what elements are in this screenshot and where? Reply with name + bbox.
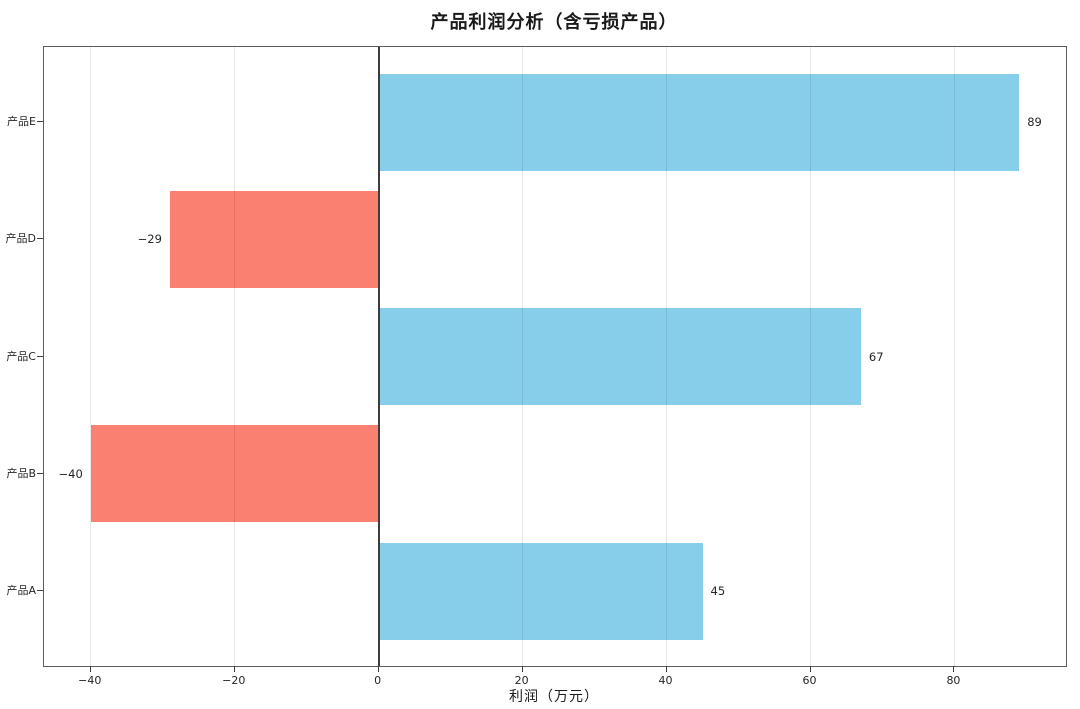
value-label-产品A: 45 — [710, 584, 726, 598]
x-gridline — [666, 47, 668, 666]
y-tick-label-产品D: 产品D — [5, 232, 36, 246]
x-gridline — [90, 47, 92, 666]
y-tick-mark — [37, 472, 43, 474]
bar-产品B — [90, 425, 379, 523]
chart-title: 产品利润分析（含亏损产品） — [430, 12, 678, 33]
y-tick-label-产品B: 产品B — [6, 466, 36, 480]
x-gridline — [953, 47, 955, 666]
x-tick-label: 20 — [514, 674, 529, 687]
y-tick-label-产品C: 产品C — [6, 349, 36, 363]
bar-产品A — [378, 542, 703, 640]
bar-产品D — [169, 190, 379, 288]
y-tick-mark — [37, 121, 43, 122]
y-tick-mark — [37, 238, 43, 240]
x-gridline — [234, 47, 236, 666]
value-label-产品D: −29 — [137, 232, 162, 247]
bar-产品E — [378, 73, 1020, 171]
y-tick-mark — [37, 355, 43, 357]
x-tick-label: −40 — [78, 674, 102, 687]
value-label-产品B: −40 — [58, 466, 83, 481]
x-axis-label: 利润（万元） — [509, 689, 599, 705]
x-tick-mark — [521, 666, 523, 672]
x-tick-mark — [377, 666, 379, 672]
x-tick-mark — [89, 666, 91, 672]
x-tick-mark — [953, 666, 955, 672]
x-tick-label: −20 — [222, 674, 246, 687]
y-tick-label-产品A: 产品A — [6, 584, 36, 597]
x-tick-label: 40 — [658, 674, 673, 687]
zero-reference-line — [377, 47, 380, 666]
x-gridline — [522, 47, 524, 666]
x-tick-mark — [233, 666, 235, 672]
x-tick-mark — [665, 666, 667, 672]
value-label-产品E: 89 — [1027, 115, 1042, 129]
value-label-产品C: 67 — [868, 349, 884, 364]
plot-area: 89 −29 67 −40 45 — [43, 46, 1067, 667]
bar-产品C — [378, 308, 861, 405]
x-tick-label: 80 — [946, 674, 961, 687]
x-gridline — [810, 47, 811, 666]
y-tick-label-产品E: 产品E — [7, 115, 36, 128]
x-tick-label: 60 — [802, 674, 817, 687]
x-tick-mark — [809, 666, 811, 672]
y-tick-mark — [37, 590, 43, 591]
x-tick-label: 0 — [374, 674, 382, 687]
